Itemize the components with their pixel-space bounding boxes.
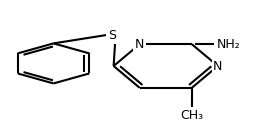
Text: S: S [108,29,116,42]
Text: CH₃: CH₃ [180,109,203,122]
Text: N: N [213,60,222,72]
Text: NH₂: NH₂ [217,38,241,51]
Text: N: N [135,38,144,51]
